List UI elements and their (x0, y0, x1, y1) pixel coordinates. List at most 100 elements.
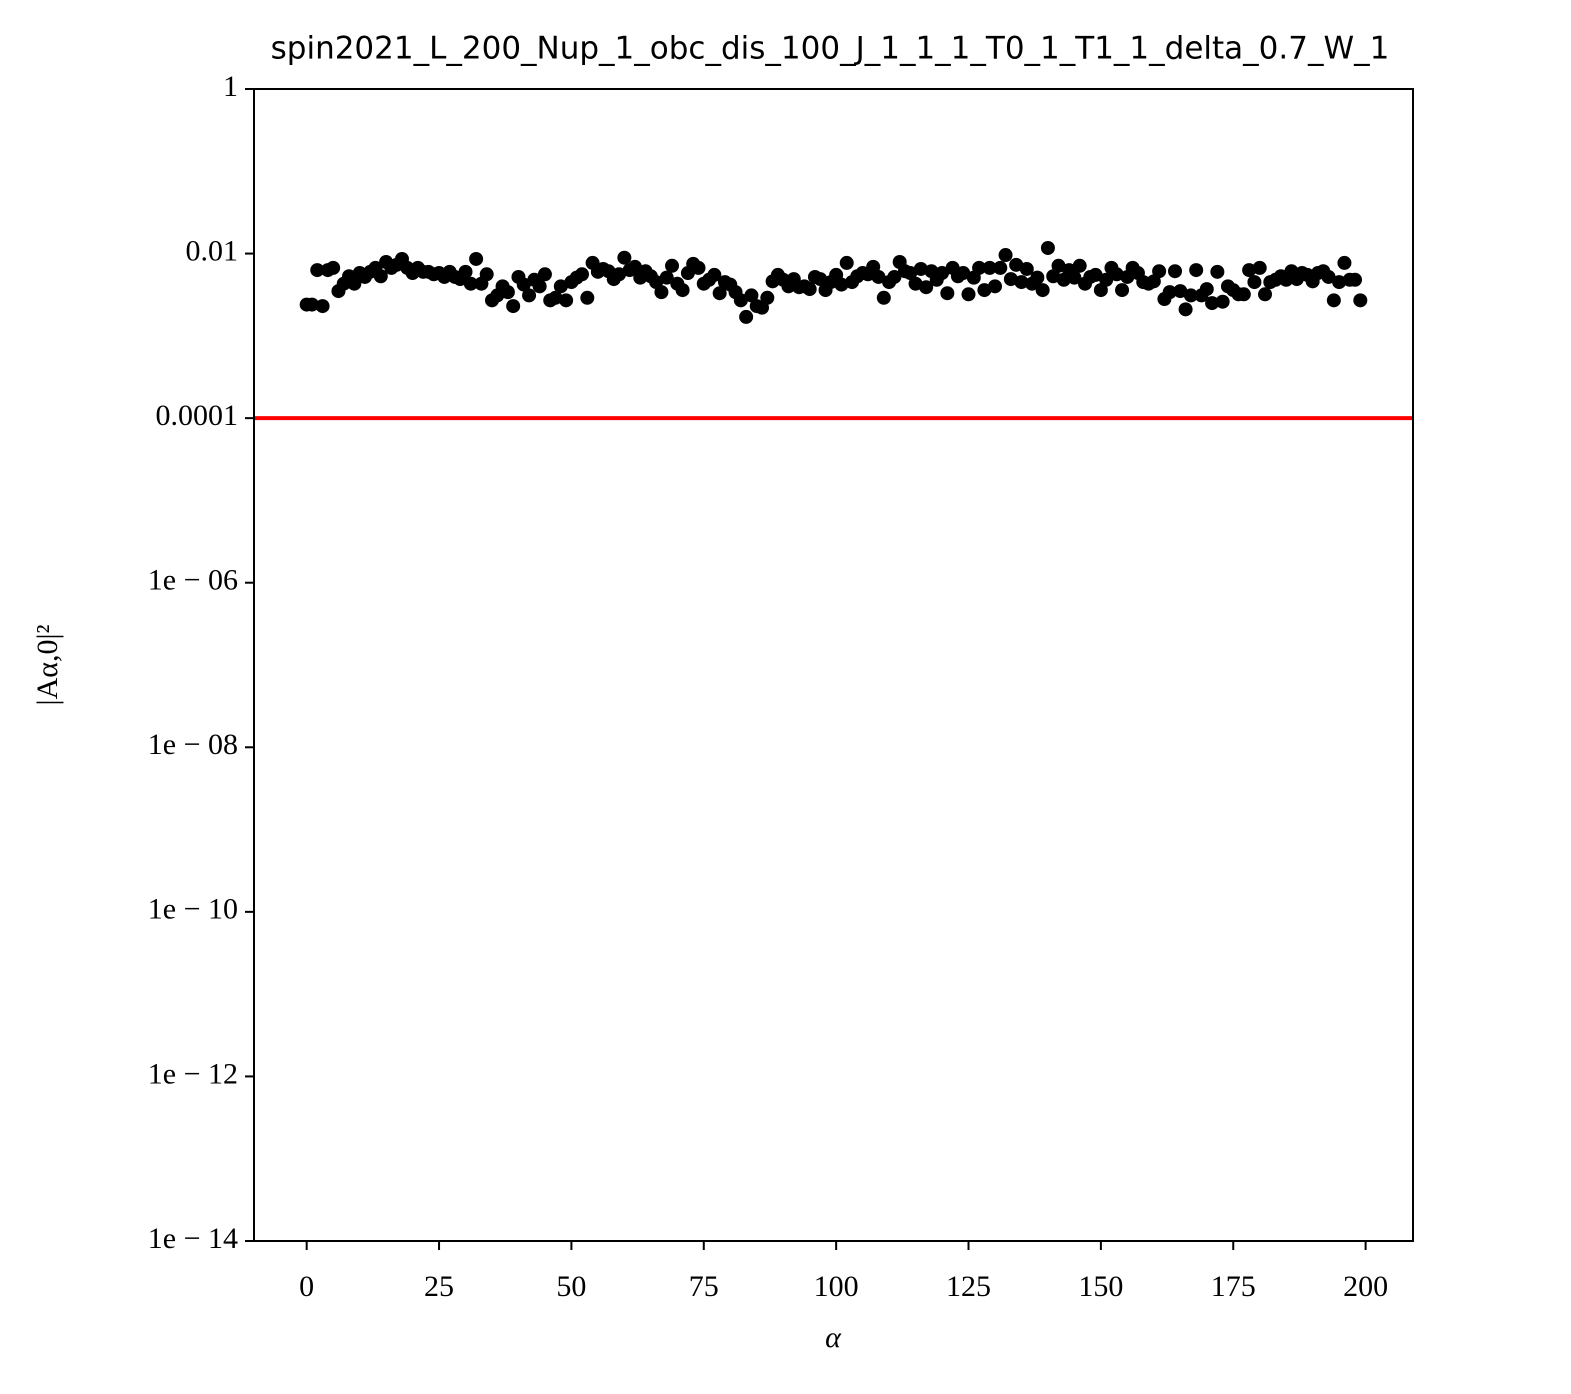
point (1093, 283, 1108, 298)
point (522, 288, 537, 303)
point (310, 263, 325, 278)
point (760, 290, 775, 305)
point (1236, 287, 1251, 302)
y-axis-label: |Aα,0|² (31, 625, 64, 706)
point (553, 279, 568, 294)
x-tick-label: 0 (299, 1270, 314, 1303)
point (733, 293, 748, 308)
point (1067, 270, 1082, 285)
x-axis-label: α (825, 1321, 842, 1354)
y-tick-label: 1e − 12 (148, 1057, 238, 1090)
point (813, 272, 828, 287)
point (998, 248, 1013, 263)
point (1178, 302, 1193, 317)
point (532, 279, 547, 294)
plot-frame (253, 88, 1414, 1242)
point (617, 250, 632, 265)
point (1332, 275, 1347, 290)
point (675, 283, 690, 298)
point (1326, 293, 1341, 308)
point (659, 270, 674, 285)
point (373, 269, 388, 284)
point (612, 267, 627, 282)
point (961, 287, 976, 302)
point (1046, 269, 1061, 284)
x-tick-label: 100 (814, 1270, 859, 1303)
point (1210, 264, 1225, 279)
point (537, 267, 552, 282)
point (1199, 282, 1214, 297)
point (1072, 258, 1087, 273)
point (1162, 285, 1177, 300)
point (1337, 255, 1352, 270)
point (1205, 296, 1220, 311)
point (1088, 267, 1103, 282)
point (1215, 294, 1230, 309)
point (304, 297, 319, 312)
point (1353, 293, 1368, 308)
point (548, 290, 563, 305)
point (1051, 258, 1066, 273)
point (559, 293, 574, 308)
point (1009, 257, 1024, 272)
y-tick-label: 1e − 06 (148, 564, 238, 597)
point (935, 266, 950, 281)
point (919, 280, 934, 295)
point (982, 260, 997, 275)
point (654, 285, 669, 300)
point (326, 260, 341, 275)
point (707, 267, 722, 282)
point (458, 264, 473, 279)
point (506, 299, 521, 314)
point (908, 276, 923, 291)
point (691, 260, 706, 275)
point (1258, 287, 1273, 302)
point (834, 277, 849, 292)
point (871, 269, 886, 284)
x-tick-label: 200 (1343, 1270, 1388, 1303)
point (712, 286, 727, 301)
point (665, 258, 680, 273)
point (1040, 240, 1055, 255)
point (1252, 260, 1267, 275)
y-tick-label: 0.0001 (156, 399, 239, 432)
point (1030, 270, 1045, 285)
point (739, 309, 754, 324)
x-tick-label: 75 (689, 1270, 719, 1303)
y-tick-label: 1e − 10 (148, 893, 238, 926)
point (1242, 263, 1257, 278)
point (315, 299, 330, 314)
y-tick-label: 1e − 14 (148, 1222, 238, 1255)
point (1115, 283, 1130, 298)
x-tick-label: 125 (946, 1270, 991, 1303)
point (887, 269, 902, 284)
point (1109, 267, 1124, 282)
point (1348, 272, 1363, 287)
point (627, 259, 642, 274)
point (993, 260, 1008, 275)
point (1189, 263, 1204, 278)
point (575, 267, 590, 282)
point (1168, 264, 1183, 279)
point (972, 260, 987, 275)
x-tick-label: 150 (1078, 1270, 1123, 1303)
point (479, 267, 494, 282)
point (1099, 272, 1114, 287)
point (1014, 275, 1029, 290)
point (1003, 272, 1018, 287)
point (1152, 264, 1167, 279)
x-tick-label: 175 (1211, 1270, 1256, 1303)
chart-title: spin2021_L_200_Nup_1_obc_dis_100_J_1_1_1… (271, 31, 1390, 67)
point (463, 276, 478, 291)
point (500, 285, 515, 300)
point (839, 255, 854, 270)
point (956, 266, 971, 281)
x-tick-label: 25 (424, 1270, 454, 1303)
point (940, 286, 955, 301)
point (580, 290, 595, 305)
x-tick-label: 50 (556, 1270, 586, 1303)
point (977, 283, 992, 298)
point (1035, 283, 1050, 298)
y-tick-label: 1 (223, 70, 238, 103)
